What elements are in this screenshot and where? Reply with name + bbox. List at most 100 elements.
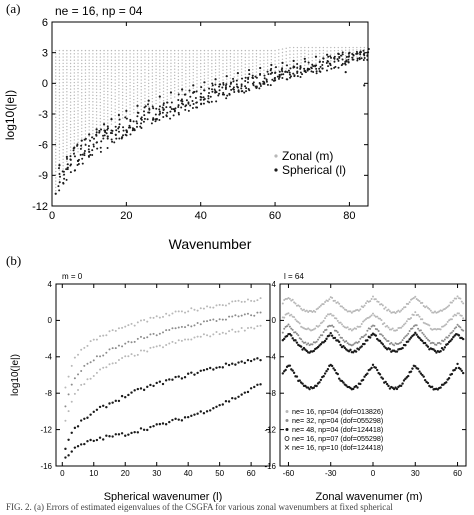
- spherical-point: [76, 143, 79, 146]
- spherical-point: [88, 133, 91, 136]
- zonal-point: [110, 56, 113, 58]
- l64-point: [342, 381, 345, 384]
- spherical-point: [92, 137, 95, 140]
- spherical-point: [80, 139, 83, 142]
- spherical-point: [74, 169, 77, 172]
- l64-point: [381, 304, 384, 307]
- spherical-point: [115, 137, 118, 140]
- zonal-point: [81, 127, 83, 130]
- zonal-point: [77, 132, 79, 134]
- zonal-point: [270, 52, 273, 55]
- zonal-point: [136, 78, 139, 80]
- zonal-point: [155, 93, 157, 95]
- zonal-point: [177, 88, 180, 91]
- zonal-point: [107, 62, 109, 64]
- spherical-point: [203, 81, 206, 84]
- zonal-point: [211, 56, 213, 58]
- m0-point: [164, 423, 168, 426]
- zonal-point: [73, 100, 76, 103]
- zonal-point: [196, 63, 198, 65]
- spherical-point: [225, 83, 228, 86]
- l64-point: [314, 327, 317, 330]
- zonal-point: [58, 91, 61, 94]
- m0-point: [246, 390, 250, 394]
- m0-point: [228, 302, 231, 305]
- zonal-point: [103, 112, 105, 114]
- zonal-point: [147, 56, 150, 58]
- m0-point: [158, 422, 162, 426]
- zonal-point: [88, 113, 90, 115]
- zonal-point: [81, 85, 83, 87]
- l64-point: [414, 311, 417, 314]
- spherical-point: [284, 70, 287, 73]
- l64-point: [460, 314, 463, 317]
- zonal-point: [84, 136, 87, 138]
- l64-point: [452, 335, 455, 339]
- zonal-point: [348, 49, 351, 51]
- zonal-point: [81, 104, 83, 107]
- zonal-point: [62, 129, 64, 132]
- l64-point: [337, 340, 341, 344]
- zonal-point: [240, 53, 243, 55]
- spherical-point: [191, 107, 194, 110]
- spherical-point: [146, 118, 149, 121]
- spherical-point: [69, 155, 72, 158]
- spherical-point: [326, 53, 329, 56]
- zonal-point: [103, 90, 105, 93]
- spherical-point: [336, 58, 339, 61]
- zonal-point: [248, 66, 250, 68]
- zonal-point: [107, 53, 109, 55]
- m0-point: [199, 323, 202, 326]
- zonal-point: [88, 62, 90, 65]
- zonal-point: [200, 59, 202, 62]
- zonal-point: [344, 49, 347, 51]
- l64-point: [395, 329, 398, 332]
- m0-point: [155, 315, 158, 318]
- m0-point: [196, 309, 199, 312]
- spherical-point: [344, 70, 347, 74]
- zonal-point: [73, 59, 76, 61]
- zonal-point: [252, 65, 254, 68]
- zonal-point: [58, 156, 61, 158]
- m0-point: [174, 310, 177, 313]
- zonal-point: [144, 53, 146, 55]
- m0-point: [212, 368, 215, 371]
- panel-b-right-xlabel: Zonal wavenumer (m): [316, 491, 423, 502]
- zonal-point: [107, 122, 109, 124]
- zonal-point: [84, 65, 87, 68]
- l64-point: [339, 321, 342, 324]
- zonal-point: [118, 56, 120, 58]
- m0-point: [180, 310, 183, 313]
- zonal-point: [177, 56, 180, 58]
- zonal-point: [170, 59, 172, 61]
- l64-point: [319, 378, 323, 382]
- zonal-point: [244, 49, 247, 52]
- zonal-point: [162, 65, 165, 67]
- l64-point: [407, 332, 410, 335]
- zonal-point: [155, 56, 157, 58]
- zonal-point: [185, 66, 187, 68]
- zonal-point: [88, 84, 90, 87]
- zonal-point: [192, 62, 194, 64]
- legend-entry-label: ne= 16, np=04 (dof=013826): [292, 407, 383, 416]
- zonal-point: [226, 53, 228, 55]
- zonal-point: [95, 72, 98, 74]
- zonal-point: [69, 130, 72, 132]
- spherical-point: [222, 83, 225, 86]
- zonal-point: [88, 135, 90, 138]
- m0-point: [218, 303, 221, 306]
- spherical-point: [99, 146, 102, 149]
- panel-b-left-xtick-label: 30: [152, 469, 161, 478]
- zonal-point: [73, 94, 76, 96]
- zonal-point: [315, 62, 317, 64]
- l64-point: [293, 301, 296, 304]
- zonal-point: [252, 56, 254, 58]
- zonal-point: [133, 92, 135, 94]
- m0-point: [136, 431, 140, 434]
- spherical-point: [207, 92, 210, 95]
- zonal-point: [151, 85, 154, 87]
- zonal-point: [66, 65, 68, 68]
- zonal-point: [155, 65, 157, 67]
- zonal-point: [214, 65, 217, 68]
- zonal-point: [73, 53, 76, 55]
